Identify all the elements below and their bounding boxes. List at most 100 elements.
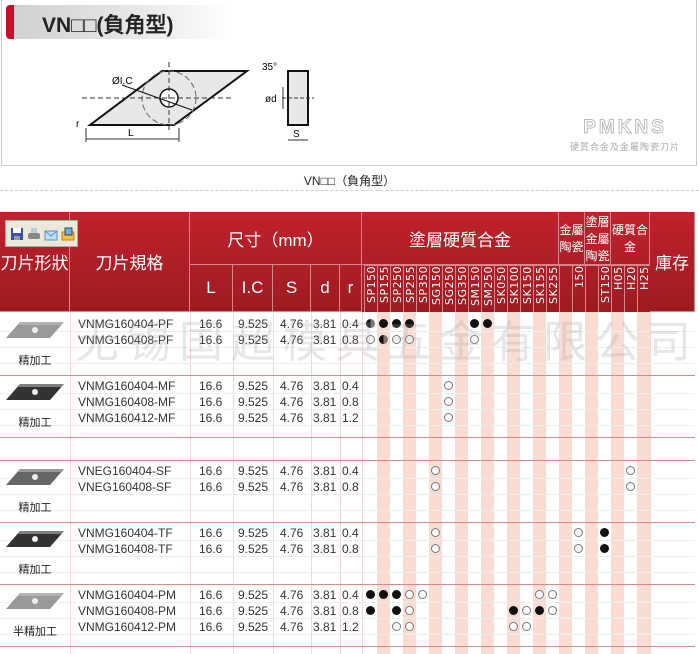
grade-mark-open bbox=[522, 606, 531, 615]
cell-r: 0.4 bbox=[342, 588, 359, 602]
cell-r: 0.8 bbox=[342, 542, 359, 556]
header-l: L bbox=[190, 265, 233, 312]
cell-s: 4.76 bbox=[280, 620, 304, 634]
header-cermet: 金屬陶瓷 bbox=[559, 212, 585, 265]
cell-spec: VNEG160408-SF bbox=[78, 480, 172, 494]
column-stripe bbox=[533, 312, 546, 654]
group-divider bbox=[0, 437, 695, 438]
cell-s: 4.76 bbox=[280, 379, 304, 393]
cell-s: 4.76 bbox=[280, 411, 304, 425]
divider bbox=[0, 190, 699, 191]
cell-l: 16.6 bbox=[199, 526, 223, 540]
grade-mark-open bbox=[574, 528, 583, 537]
row-line bbox=[0, 409, 695, 410]
row-line bbox=[0, 363, 695, 364]
grade-mark-open bbox=[444, 413, 453, 422]
cell-d: 3.81 bbox=[313, 379, 337, 393]
column-divider bbox=[273, 312, 274, 654]
column-stripe bbox=[403, 312, 416, 654]
header-grade bbox=[559, 265, 572, 312]
insert-shape: 精加工 bbox=[6, 319, 64, 368]
cell-ic: 9.525 bbox=[238, 526, 269, 540]
grade-mark-open bbox=[392, 335, 401, 344]
cell-l: 16.6 bbox=[199, 542, 223, 556]
insert-image bbox=[6, 322, 64, 338]
header-grade: SM150 bbox=[468, 265, 482, 312]
grade-mark-open bbox=[431, 466, 440, 475]
group-divider bbox=[0, 460, 695, 461]
grade-mark-full bbox=[405, 319, 414, 328]
column-divider bbox=[340, 312, 341, 654]
grade-mark-open bbox=[574, 544, 583, 553]
insert-diagram: ØI.C 35° r L ød S bbox=[76, 62, 314, 142]
grade-mark-open bbox=[431, 544, 440, 553]
column-stripe bbox=[455, 312, 468, 654]
section-title-bar: VN□□(負角型) bbox=[6, 5, 234, 39]
logo-subtitle: 硬質合金及金屬陶瓷刀片 bbox=[570, 142, 681, 152]
cell-d: 3.81 bbox=[313, 480, 337, 494]
angle-label: 35° bbox=[262, 62, 277, 73]
email-icon[interactable] bbox=[44, 227, 58, 241]
row-line bbox=[0, 618, 695, 619]
cell-d: 3.81 bbox=[313, 317, 337, 331]
grade-mark-full bbox=[600, 544, 609, 553]
cell-l: 16.6 bbox=[199, 604, 223, 618]
cell-r: 0.8 bbox=[342, 333, 359, 347]
column-stripe bbox=[611, 312, 624, 654]
grade-mark-full bbox=[600, 528, 609, 537]
row-line bbox=[0, 331, 695, 332]
cell-r: 0.4 bbox=[342, 317, 359, 331]
column-stripe bbox=[637, 312, 650, 654]
cell-d: 3.81 bbox=[313, 464, 337, 478]
logo-text: PMKNS bbox=[583, 117, 667, 139]
header-carbide: 硬質合金 bbox=[611, 212, 650, 265]
row-line bbox=[0, 556, 695, 557]
cell-r: 0.4 bbox=[342, 379, 359, 393]
machining-type-label: 精加工 bbox=[18, 502, 52, 514]
grade-mark-full bbox=[535, 606, 544, 615]
cell-ic: 9.525 bbox=[238, 620, 269, 634]
grade-mark-full bbox=[366, 606, 375, 615]
header-grade: ST150 bbox=[598, 265, 612, 312]
grade-mark-full bbox=[392, 590, 401, 599]
cell-l: 16.6 bbox=[199, 588, 223, 602]
insert-image bbox=[6, 531, 64, 547]
cell-l: 16.6 bbox=[199, 411, 223, 425]
header-grade: H20 bbox=[624, 265, 638, 312]
picture-icon[interactable] bbox=[61, 227, 75, 241]
grade-mark-full bbox=[509, 606, 518, 615]
grade-mark-open bbox=[509, 622, 518, 631]
header-grade bbox=[585, 265, 598, 312]
cell-d: 3.81 bbox=[313, 526, 337, 540]
save-icon[interactable] bbox=[10, 227, 24, 241]
column-divider bbox=[311, 312, 312, 654]
cell-d: 3.81 bbox=[313, 333, 337, 347]
cell-s: 4.76 bbox=[280, 542, 304, 556]
grade-mark-open bbox=[418, 590, 427, 599]
cell-spec: VNEG160404-SF bbox=[78, 464, 172, 478]
machining-type-label: 精加工 bbox=[18, 355, 52, 367]
row-line bbox=[0, 425, 695, 426]
header-r: r bbox=[340, 265, 362, 312]
grade-mark-open bbox=[548, 606, 557, 615]
header-grade: SG350 bbox=[455, 265, 469, 312]
grade-mark-full bbox=[379, 319, 388, 328]
cell-ic: 9.525 bbox=[238, 333, 269, 347]
print-icon[interactable] bbox=[27, 227, 41, 241]
grade-mark-open bbox=[626, 466, 635, 475]
header-grade: SK050 bbox=[494, 265, 508, 312]
header-dimensions: 尺寸（mm） bbox=[190, 212, 362, 265]
row-line bbox=[0, 602, 695, 603]
grade-mark-open bbox=[444, 397, 453, 406]
row-line bbox=[0, 634, 695, 635]
insert-image bbox=[6, 593, 64, 609]
grade-mark-full bbox=[366, 590, 375, 599]
title-accent bbox=[6, 5, 14, 39]
cell-s: 4.76 bbox=[280, 464, 304, 478]
ic-label: ØI.C bbox=[112, 76, 133, 87]
row-line bbox=[0, 393, 695, 394]
pmkns-logo: PMKNS 硬質合金及金屬陶瓷刀片 bbox=[570, 117, 680, 153]
cell-ic: 9.525 bbox=[238, 411, 269, 425]
column-stripe bbox=[481, 312, 494, 654]
insert-image bbox=[6, 469, 64, 485]
